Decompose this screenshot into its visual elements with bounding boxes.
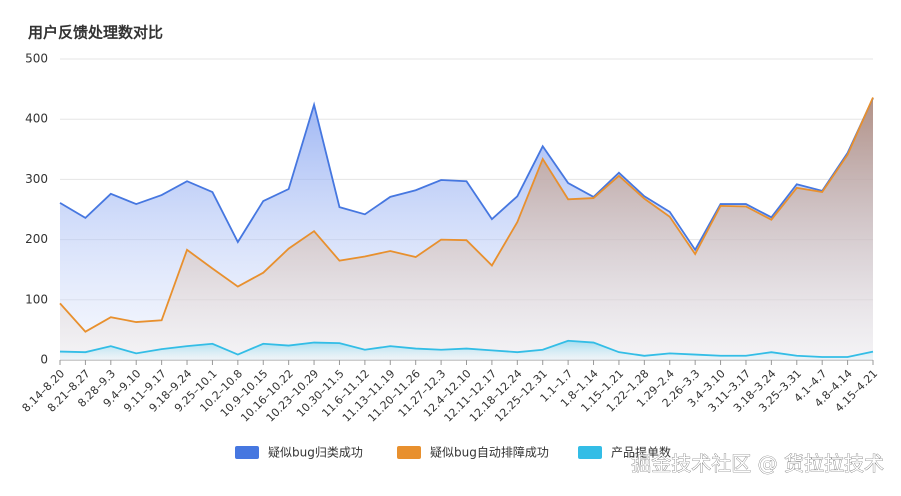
area	[60, 340, 873, 360]
y-tick-label: 400	[25, 112, 48, 126]
area	[60, 97, 873, 360]
legend-label: 疑似bug自动排障成功	[430, 445, 549, 460]
y-tick-label: 500	[25, 52, 48, 66]
y-tick-label: 100	[25, 292, 48, 306]
y-tick-label: 0	[40, 353, 48, 367]
watermark: 掘金技术社区 @ 货拉拉技术	[631, 452, 884, 476]
legend-swatch	[578, 446, 602, 459]
legend-label: 产品提单数	[611, 445, 671, 460]
y-tick-label: 300	[25, 172, 48, 186]
y-tick-label: 200	[25, 232, 48, 246]
legend-swatch	[397, 446, 421, 459]
line	[59, 339, 874, 358]
line	[59, 97, 874, 252]
legend-label: 疑似bug归类成功	[268, 445, 363, 460]
chart-title: 用户反馈处理数对比	[28, 24, 163, 42]
legend-swatch	[235, 446, 259, 459]
line	[59, 97, 874, 333]
